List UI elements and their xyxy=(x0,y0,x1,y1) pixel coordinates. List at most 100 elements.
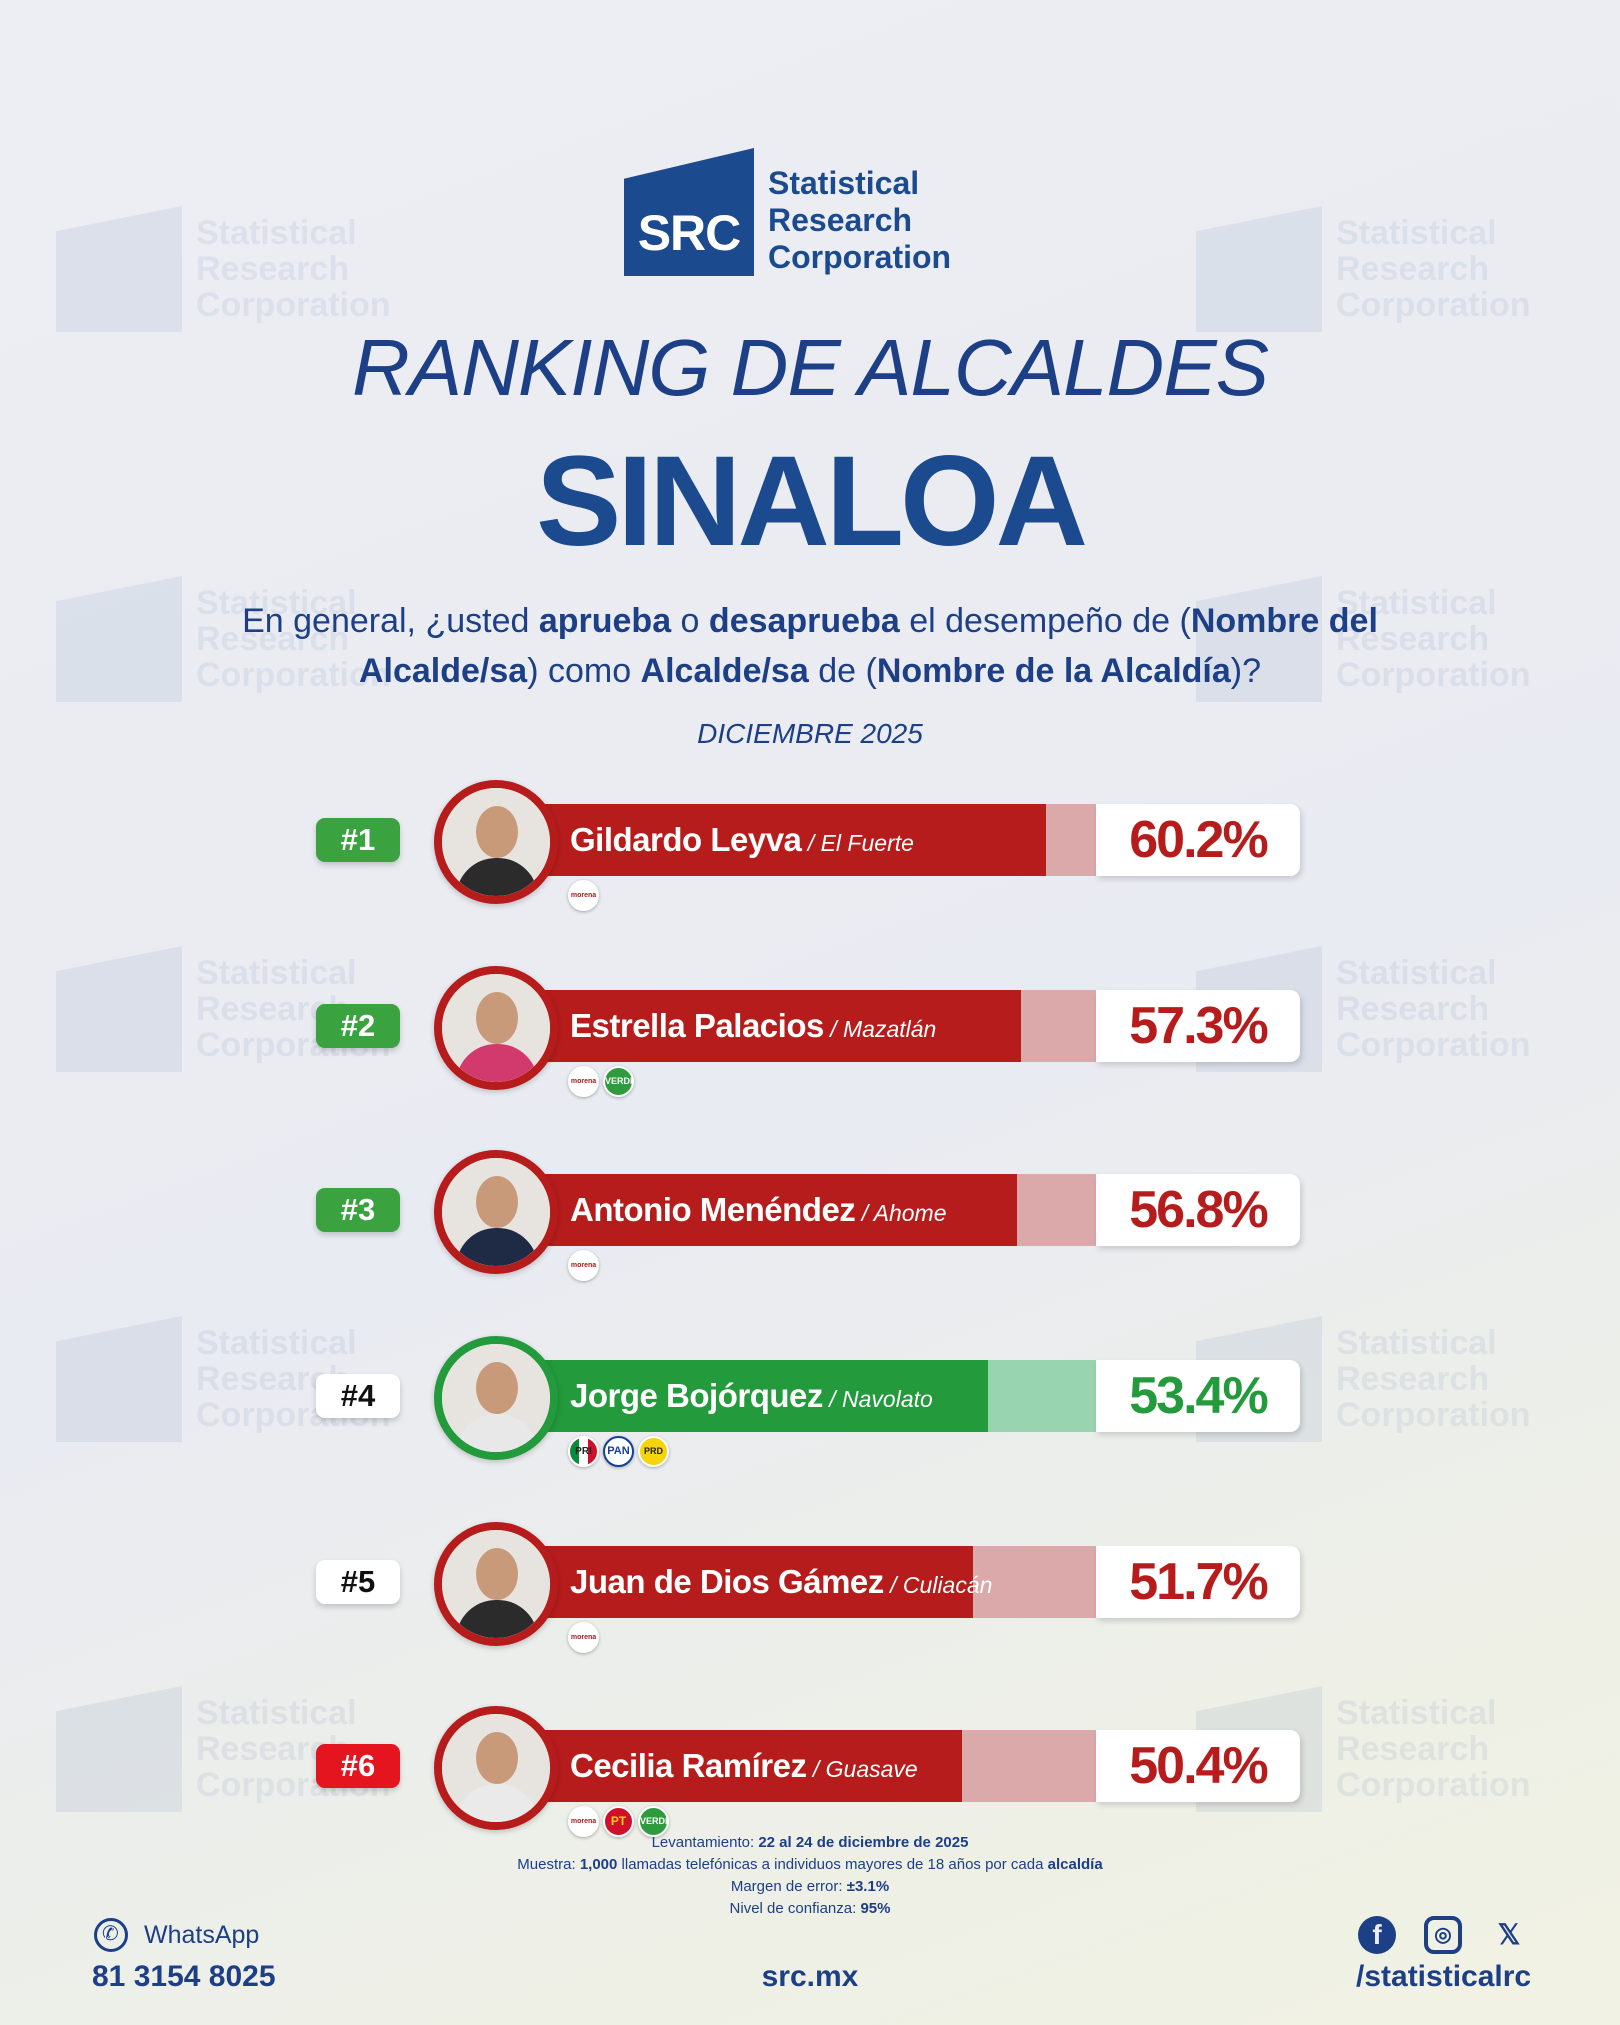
party-logos: morena xyxy=(568,1622,599,1653)
party-logo-morena: morena xyxy=(568,1066,599,1097)
candidate-label: Gildardo Leyva / El Fuerte xyxy=(570,804,914,876)
ranking-row: #3 Antonio Menéndez / Ahome 56.8% morena xyxy=(0,1150,1620,1281)
bar-track: Estrella Palacios / Mazatlán xyxy=(530,990,1096,1062)
survey-date: DICIEMBRE 2025 xyxy=(697,718,923,749)
watermark-2: Statistical Research Corporation xyxy=(1196,206,1531,332)
candidate-name: Cecilia Ramírez xyxy=(570,1747,807,1784)
ranking-row: #1 Gildardo Leyva / El Fuerte 60.2% more… xyxy=(0,780,1620,911)
note-levantamiento: Levantamiento: 22 al 24 de diciembre de … xyxy=(651,1834,969,1851)
party-logos: morena xyxy=(568,880,599,911)
candidate-label: Juan de Dios Gámez / Culiacán xyxy=(570,1546,992,1618)
note-margen: Margen de error: ±3.1% xyxy=(730,1878,890,1895)
whatsapp-contact[interactable]: WhatsApp xyxy=(94,1918,259,1952)
website-link[interactable]: src.mx xyxy=(761,1960,859,1993)
bar-fill xyxy=(530,1546,973,1618)
candidate-label: Cecilia Ramírez / Guasave xyxy=(570,1730,918,1802)
logo-line-3: Corporation xyxy=(768,239,952,275)
bar-track: Jorge Bojórquez / Navolato xyxy=(530,1360,1096,1432)
party-logo-morena: morena xyxy=(568,880,599,911)
avatar xyxy=(434,1336,558,1460)
bar-fill xyxy=(530,804,1046,876)
municipality: / Ahome xyxy=(855,1200,947,1226)
bar-fill xyxy=(530,1730,962,1802)
bar-track: Cecilia Ramírez / Guasave xyxy=(530,1730,1096,1802)
party-logo-morena: morena xyxy=(568,1806,599,1837)
candidate-name: Gildardo Leyva xyxy=(570,821,802,858)
party-logo-pt: PT xyxy=(603,1806,634,1837)
candidate-label: Estrella Palacios / Mazatlán xyxy=(570,990,936,1062)
bar-fill xyxy=(530,990,1021,1062)
rank-badge: #3 xyxy=(316,1188,400,1232)
whatsapp-label: WhatsApp xyxy=(144,1920,260,1949)
municipality: / Navolato xyxy=(822,1386,933,1412)
candidate-label: Antonio Menéndez / Ahome xyxy=(570,1174,947,1246)
approval-value: 53.4% xyxy=(1096,1360,1300,1432)
avatar xyxy=(434,1150,558,1274)
party-logos: morena VERDE xyxy=(568,1066,634,1097)
party-logo-morena: morena xyxy=(568,1250,599,1281)
ranking-row: #6 Cecilia Ramírez / Guasave 50.4% moren… xyxy=(0,1706,1620,1837)
logo-mark: SRC xyxy=(624,148,754,276)
bar-fill xyxy=(530,1360,988,1432)
page-title: RANKING DE ALCALDES xyxy=(351,323,1269,412)
approval-value: 56.8% xyxy=(1096,1174,1300,1246)
party-logo-verde: VERDE xyxy=(638,1806,669,1837)
facebook-icon[interactable]: f xyxy=(1358,1916,1396,1954)
approval-value: 51.7% xyxy=(1096,1546,1300,1618)
candidate-name: Jorge Bojórquez xyxy=(570,1377,823,1414)
candidate-label: Jorge Bojórquez / Navolato xyxy=(570,1360,933,1432)
ranking-row: #4 Jorge Bojórquez / Navolato 53.4% PRI P… xyxy=(0,1336,1620,1467)
bar-track: Antonio Menéndez / Ahome xyxy=(530,1174,1096,1246)
survey-question: En general, ¿usted aprueba o desaprueba … xyxy=(242,602,1378,690)
avatar xyxy=(434,1522,558,1646)
rank-badge: #5 xyxy=(316,1560,400,1604)
ranking-row: #2 Estrella Palacios / Mazatlán 57.3% mo… xyxy=(0,966,1620,1097)
approval-value: 60.2% xyxy=(1096,804,1300,876)
candidate-name: Estrella Palacios xyxy=(570,1007,824,1044)
bar-track: Gildardo Leyva / El Fuerte xyxy=(530,804,1096,876)
watermark-4: Statistical Research Corporation xyxy=(1196,576,1531,702)
social-icons: f ◎ 𝕏 xyxy=(1358,1916,1528,1954)
watermark-10: Statistical Research Corporation xyxy=(1196,1686,1531,1812)
logo-wordmark: Statistical Research Corporation xyxy=(768,165,951,276)
phone-number[interactable]: 81 3154 8025 xyxy=(92,1960,276,1993)
party-logo-prd: PRD xyxy=(638,1436,669,1467)
municipality: / Mazatlán xyxy=(823,1016,937,1042)
note-muestra: Muestra: 1,000 llamadas telefónicas a in… xyxy=(517,1856,1103,1873)
party-logos: morena xyxy=(568,1250,599,1281)
watermark-5: Statistical Research Corporation xyxy=(56,946,391,1072)
bar-fill xyxy=(530,1174,1017,1246)
rank-badge: #6 xyxy=(316,1744,400,1788)
instagram-icon[interactable]: ◎ xyxy=(1424,1916,1462,1954)
rank-badge: #4 xyxy=(316,1374,400,1418)
municipality: / El Fuerte xyxy=(801,830,914,856)
ranking-row: #5 Juan de Dios Gámez / Culiacán 51.7% m… xyxy=(0,1522,1620,1653)
state-title: SINALOA xyxy=(536,430,1088,573)
candidate-name: Juan de Dios Gámez xyxy=(570,1563,884,1600)
municipality: / Culiacán xyxy=(883,1572,993,1598)
approval-value: 57.3% xyxy=(1096,990,1300,1062)
party-logo-pan: PAN xyxy=(603,1436,634,1467)
bar-track: Juan de Dios Gámez / Culiacán xyxy=(530,1546,1096,1618)
avatar xyxy=(434,966,558,1090)
logo-mark-text: SRC xyxy=(637,205,742,261)
watermark-1: Statistical Research Corporation xyxy=(56,206,391,332)
logo-line-1: Statistical xyxy=(768,165,920,201)
rank-badge: #1 xyxy=(316,818,400,862)
whatsapp-icon xyxy=(94,1918,128,1952)
avatar xyxy=(434,1706,558,1830)
x-icon[interactable]: 𝕏 xyxy=(1497,1919,1521,1950)
avatar xyxy=(434,780,558,904)
watermark-3: Statistical Research Corporation xyxy=(56,576,391,702)
src-logo: SRC Statistical Research Corporation xyxy=(624,148,951,276)
rank-badge: #2 xyxy=(316,1004,400,1048)
methodology-notes: Levantamiento: 22 al 24 de diciembre de … xyxy=(0,1832,1620,1920)
candidate-name: Antonio Menéndez xyxy=(570,1191,856,1228)
party-logos: morena PT VERDE xyxy=(568,1806,669,1837)
logo-line-2: Research xyxy=(768,202,913,238)
note-confianza: Nivel de confianza: 95% xyxy=(729,1900,891,1917)
party-logo-morena: morena xyxy=(568,1622,599,1653)
social-handle[interactable]: /statisticalrc xyxy=(1356,1960,1532,1993)
party-logo-verde: VERDE xyxy=(603,1066,634,1097)
party-logo-pri: PRI xyxy=(568,1436,599,1467)
